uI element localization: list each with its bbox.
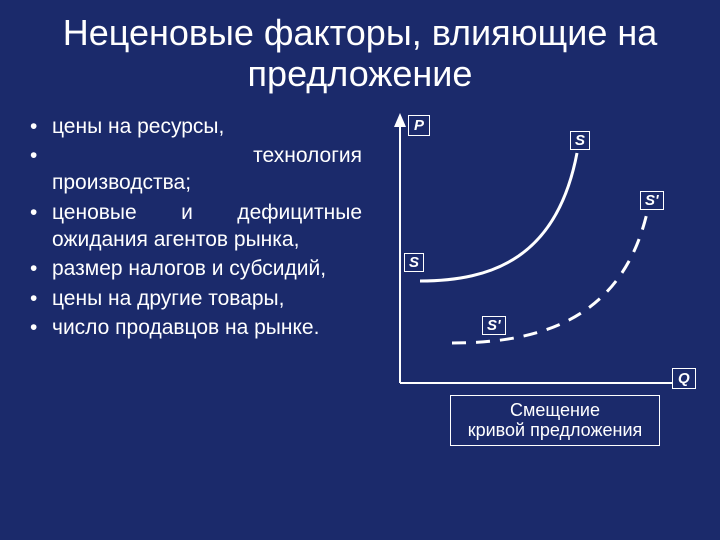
curve-s [420, 153, 577, 281]
slide: Неценовые факторы, влияющие на предложен… [0, 0, 720, 540]
list-item: технологияпроизводства; [28, 142, 362, 197]
supply-chart: P Q S S S' S' Смещение [372, 113, 692, 443]
list-item: цены на ресурсы, [28, 113, 362, 140]
s-prime-label-top-text: S' [645, 192, 659, 209]
list-item-text: технология [52, 142, 362, 169]
s-label-top-text: S [575, 132, 585, 149]
caption-line1: Смещение [510, 400, 600, 420]
list-item: ценовые и дефицитные ожидания агентов ры… [28, 199, 362, 254]
s-label-bottom: S [404, 253, 424, 272]
list-item: размер налогов и субсидий, [28, 255, 362, 282]
bullet-list: цены на ресурсы, технологияпроизводства;… [28, 113, 362, 443]
list-item: цены на другие товары, [28, 285, 362, 312]
y-axis-arrow [394, 113, 406, 127]
list-item-text: производства; [52, 171, 191, 194]
slide-title: Неценовые факторы, влияющие на предложен… [28, 12, 692, 95]
q-axis-label: Q [672, 368, 696, 389]
s-prime-label-bottom-text: S' [487, 317, 501, 334]
p-axis-label: P [408, 115, 430, 136]
list-item: число продавцов на рынке. [28, 314, 362, 341]
s-label-top: S [570, 131, 590, 150]
slide-content: цены на ресурсы, технологияпроизводства;… [28, 113, 692, 443]
chart-svg [372, 113, 692, 443]
s-prime-label-bottom: S' [482, 316, 506, 335]
q-axis-text: Q [678, 370, 690, 387]
chart-caption: Смещение кривой предложения [450, 395, 660, 446]
caption-line2: кривой предложения [468, 420, 643, 440]
s-prime-label-top: S' [640, 191, 664, 210]
s-label-bottom-text: S [409, 254, 419, 271]
p-axis-text: P [414, 117, 424, 134]
